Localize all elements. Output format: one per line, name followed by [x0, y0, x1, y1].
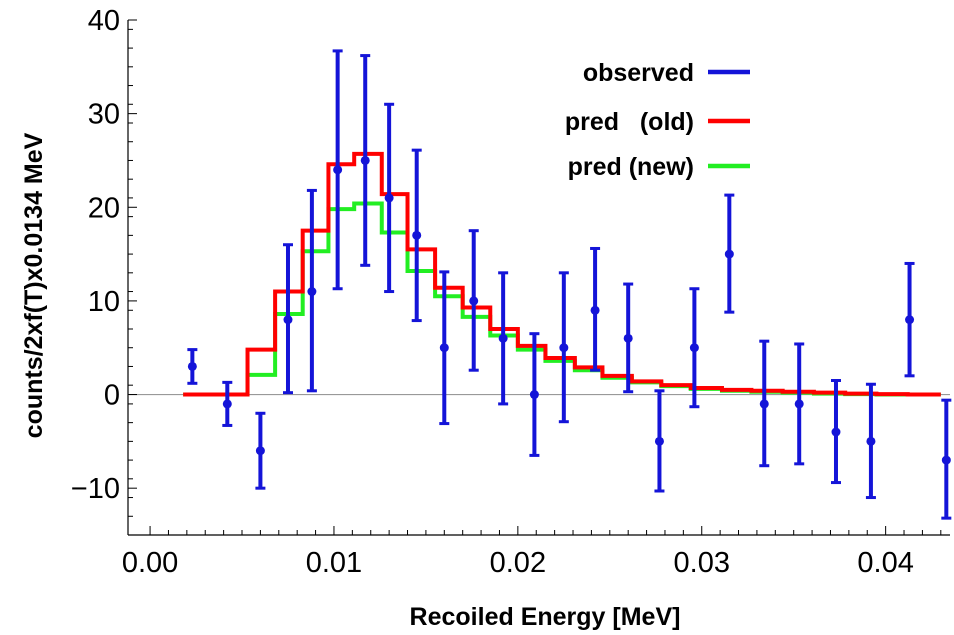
- x-tick-label: 0.00: [122, 547, 178, 579]
- observed-point: [724, 249, 734, 259]
- pred-old-step-line: [183, 151, 941, 397]
- y-tick-label: −10: [71, 473, 120, 505]
- observed-point: [333, 165, 343, 175]
- y-tick-label: 30: [88, 99, 120, 131]
- observed-point: [469, 296, 479, 306]
- x-axis-title: Recoiled Energy [MeV]: [410, 603, 681, 631]
- legend-label: pred (new): [568, 153, 694, 181]
- observed-point: [654, 436, 664, 446]
- observed-point: [187, 361, 197, 371]
- observed-point: [222, 399, 232, 409]
- observed-point: [384, 193, 394, 203]
- plot-series: [183, 49, 952, 520]
- legend-label: observed: [583, 59, 694, 87]
- y-tick-label: 40: [88, 5, 120, 37]
- legend: observed pred (old) pred (new): [565, 59, 750, 181]
- observed-point: [590, 305, 600, 315]
- y-tick-label: 0: [104, 380, 120, 412]
- observed-point: [283, 315, 293, 325]
- observed-point: [831, 427, 841, 437]
- observed-point: [866, 436, 876, 446]
- y-tick-label: 10: [88, 286, 120, 318]
- observed-point: [905, 315, 915, 325]
- observed-point: [623, 333, 633, 343]
- observed-point: [255, 446, 265, 456]
- y-axis-ticks: −10 0 10 20 30 40: [71, 5, 137, 536]
- x-tick-label: 0.01: [306, 547, 362, 579]
- x-tick-label: 0.04: [857, 547, 913, 579]
- observed-point: [794, 399, 804, 409]
- observed-point: [439, 343, 449, 353]
- x-axis-ticks: 0.00 0.01 0.02 0.03 0.04: [122, 526, 942, 579]
- observed-point: [307, 287, 317, 297]
- y-tick-label: 20: [88, 192, 120, 224]
- observed-point: [498, 333, 508, 343]
- y-axis-title: counts/2xf(T)x0.0134 MeV: [20, 132, 48, 438]
- observed-point: [360, 155, 370, 165]
- plot-frame: [127, 20, 950, 536]
- legend-label: pred (old): [565, 108, 694, 136]
- observed-point: [529, 390, 539, 400]
- x-tick-label: 0.02: [490, 547, 546, 579]
- observed-point: [689, 343, 699, 353]
- x-tick-label: 0.03: [674, 547, 730, 579]
- observed-point: [559, 343, 569, 353]
- observed-point: [412, 230, 422, 240]
- observed-point: [941, 455, 951, 465]
- observed-point: [759, 399, 769, 409]
